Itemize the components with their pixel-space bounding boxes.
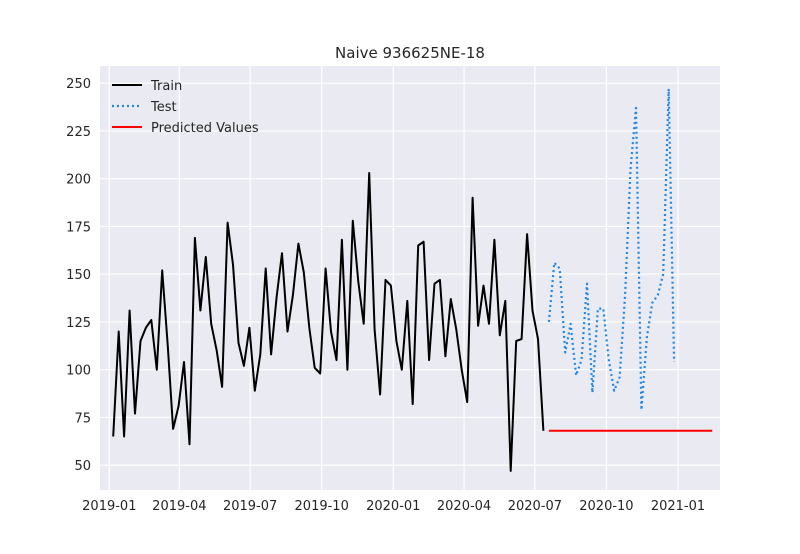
- x-tick-label: 2019-10: [295, 499, 349, 514]
- legend-label: Predicted Values: [151, 121, 259, 136]
- y-tick-label: 200: [66, 173, 91, 188]
- y-tick-label: 150: [66, 268, 91, 283]
- x-tick-label: 2019-07: [223, 499, 277, 514]
- x-tick-label: 2020-07: [508, 499, 562, 514]
- series-line-train: [112, 172, 545, 472]
- y-tick-label: 125: [66, 316, 91, 331]
- legend: Train Test Predicted Values: [112, 79, 259, 136]
- x-tick-label: 2020-10: [579, 499, 633, 514]
- series-layer: [112, 87, 713, 472]
- x-tick-label: 2020-04: [437, 499, 491, 514]
- legend-label: Train: [150, 79, 182, 94]
- y-tick-label: 100: [66, 364, 91, 379]
- y-tick-label: 75: [74, 411, 91, 426]
- legend-label: Test: [150, 100, 177, 115]
- x-tick-label: 2019-04: [152, 499, 206, 514]
- y-tick-label: 175: [66, 220, 91, 235]
- x-tick-label: 2019-01: [82, 499, 136, 514]
- y-tick-label: 225: [66, 125, 91, 140]
- x-tick-label: 2020-01: [366, 499, 420, 514]
- y-tick-label: 250: [66, 77, 91, 92]
- series-line-test: [547, 87, 676, 411]
- x-tick-label: 2021-01: [651, 499, 705, 514]
- tick-labels: 50 75 100 125 150 175 200 225 250 2019-01 2019-04 2…: [66, 77, 705, 514]
- chart-title: Naive 936625NE-18: [335, 44, 485, 62]
- y-tick-label: 50: [74, 459, 91, 474]
